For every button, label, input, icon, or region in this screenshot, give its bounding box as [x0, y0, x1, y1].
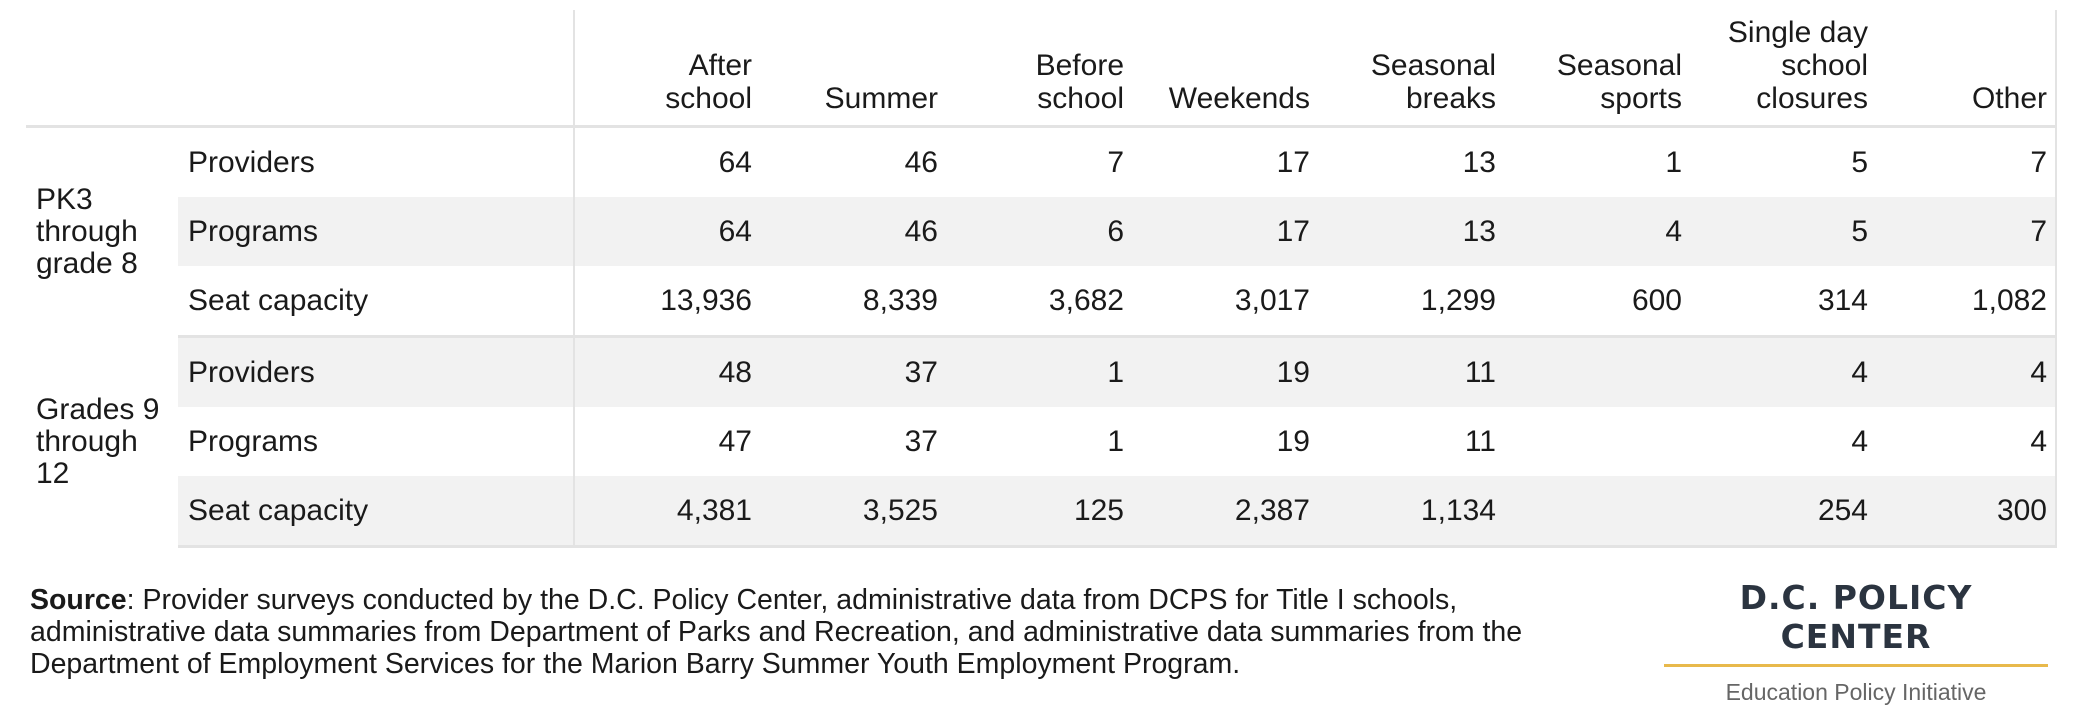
table-row: Programs 64 46 6 17 13 4 5 7 — [26, 197, 2057, 266]
table-cell: 5 — [1851, 146, 1868, 179]
table-cell: 1,299 — [1318, 266, 1504, 338]
row-label: Seat capacity — [178, 266, 574, 338]
table-cell: 3,525 — [760, 476, 946, 548]
table-cell: 4 — [1876, 407, 2057, 476]
header-row: After school Summer Before school Weekends S… — [26, 10, 2057, 127]
table-body: PK3 through grade 8 Providers 64 46 7 17 13 1 5 7… — [26, 126, 2057, 548]
source-text: : Provider surveys conducted by the D.C.… — [30, 584, 1523, 680]
table-cell: 1 — [946, 336, 1132, 407]
table-cell: 5 — [1690, 197, 1876, 266]
table-cell: 254 — [1690, 476, 1876, 548]
table-cell: 314 — [1690, 266, 1876, 338]
table-cell: 17 — [1276, 146, 1310, 179]
table-cell: 37 — [760, 336, 946, 407]
column-header-text: Seasonal breaks — [1370, 49, 1496, 115]
column-header-text: Before school — [1035, 49, 1124, 115]
table-cell: 37 — [904, 425, 938, 458]
header-empty-group — [26, 10, 178, 127]
table-cell: 11 — [1464, 425, 1496, 458]
table-cell — [1504, 407, 1690, 476]
table-cell: 3,017 — [1132, 266, 1318, 338]
table-cell: 13 — [1318, 197, 1504, 266]
table-cell: 8,339 — [760, 266, 946, 338]
table-cell: 1 — [1107, 425, 1124, 458]
column-header: Seasonal breaks — [1318, 10, 1504, 127]
data-table: After school Summer Before school Weekends S… — [26, 10, 2057, 548]
column-header-text: Other — [1971, 82, 2047, 115]
row-label: Programs — [178, 197, 574, 266]
table-cell: 7 — [1107, 146, 1124, 179]
source-note: Source: Provider surveys conducted by th… — [30, 584, 1620, 680]
column-header: Single day school closures — [1690, 10, 1876, 127]
table-cell: 300 — [1876, 476, 2057, 548]
row-label: Providers — [188, 146, 315, 179]
logo-accent-rule — [1664, 664, 2048, 667]
table-cell: 1 — [1665, 146, 1682, 179]
data-table-container: After school Summer Before school Weekends S… — [26, 10, 2057, 548]
table-cell: 19 — [1276, 425, 1310, 458]
table-cell: 1,082 — [1876, 266, 2057, 338]
column-header: Before school — [946, 10, 1132, 127]
table-row: Seat capacity 4,381 3,525 125 2,387 1,134 254 3… — [26, 476, 2057, 548]
table-row: PK3 through grade 8 Providers 64 46 7 17 13 1 5 7 — [26, 126, 2057, 337]
table-cell — [1504, 476, 1690, 548]
table-cell: 46 — [760, 197, 946, 266]
column-header-text: Seasonal sports — [1556, 49, 1682, 115]
table-cell: 2,387 — [1132, 476, 1318, 548]
column-header-text: Single day school closures — [1727, 16, 1868, 115]
table-cell: 4 — [1690, 336, 1876, 407]
table-cell: 6 — [946, 197, 1132, 266]
table-cell: 47 — [573, 407, 760, 476]
column-header: Seasonal sports — [1504, 10, 1690, 127]
table-cell: 64 — [573, 197, 760, 266]
row-label: Providers — [178, 336, 574, 407]
table-cell: 11 — [1318, 336, 1504, 407]
row-label: Programs — [188, 425, 319, 458]
table-cell: 17 — [1132, 197, 1318, 266]
header-empty-label — [178, 10, 574, 127]
column-header-text: Summer — [824, 82, 938, 115]
table-cell: 7 — [1876, 197, 2057, 266]
table-cell: 46 — [904, 146, 938, 179]
table-cell: 48 — [573, 336, 760, 407]
column-header: Weekends — [1132, 10, 1318, 127]
logo-subtitle: Education Policy Initiative — [1725, 679, 1987, 705]
table-cell: 125 — [946, 476, 1132, 548]
table-cell: 4 — [1876, 336, 2057, 407]
column-header: After school — [573, 10, 760, 127]
table-cell: 4,381 — [573, 476, 760, 548]
table-row: Seat capacity 13,936 8,339 3,682 3,017 1,299 6… — [26, 266, 2057, 338]
table-cell: 4 — [1504, 197, 1690, 266]
table-cell — [1504, 336, 1690, 407]
column-header: Other — [1876, 10, 2057, 127]
table-cell: 4 — [1851, 425, 1868, 458]
row-label: Seat capacity — [178, 476, 574, 548]
table-cell: 600 — [1504, 266, 1690, 338]
column-header-text: After school — [665, 49, 752, 115]
table-cell: 3,682 — [946, 266, 1132, 338]
table-cell: 13,936 — [573, 266, 760, 338]
column-header: Summer — [760, 10, 946, 127]
table-row: Programs 47 37 1 19 11 4 4 — [26, 407, 2057, 476]
table-cell: 1,134 — [1318, 476, 1504, 548]
table-cell: 7 — [1876, 126, 2057, 197]
row-group-label: PK3 through grade 8 — [26, 126, 178, 337]
source-label: Source — [30, 584, 127, 616]
table-cell: 13 — [1462, 146, 1496, 179]
logo-name: D.C. POLICY CENTER — [1739, 578, 1973, 656]
table-row: Grades 9 through 12 Providers 48 37 1 19 11 4 4 — [26, 336, 2057, 547]
column-header-text: Weekends — [1168, 82, 1310, 115]
row-group-label: Grades 9 through 12 — [26, 336, 178, 547]
logo: D.C. POLICY CENTER Education Policy Init… — [1664, 578, 2048, 706]
table-cell: 64 — [573, 126, 760, 197]
table-cell: 19 — [1132, 336, 1318, 407]
